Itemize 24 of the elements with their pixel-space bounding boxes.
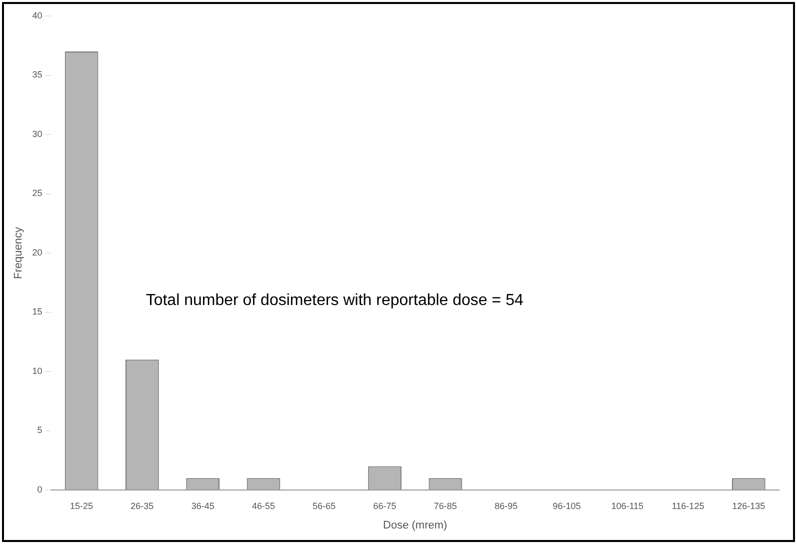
x-tick-label: 76-85 xyxy=(434,500,457,511)
x-tick-label: 36-45 xyxy=(191,500,214,511)
y-tick-label: 20 xyxy=(32,247,42,258)
x-tick-label: 15-25 xyxy=(70,500,94,511)
x-axis-title: Dose (mrem) xyxy=(383,519,448,532)
x-tick-label: 106-115 xyxy=(611,500,644,511)
y-tick-label: 25 xyxy=(32,188,42,198)
y-tick-label: 10 xyxy=(32,366,42,376)
y-tick-label: 40 xyxy=(32,10,42,20)
x-tick-label: 96-105 xyxy=(552,500,581,511)
y-axis-title: Frequency xyxy=(12,226,25,279)
annotation: Total number of dosimeters with reportable dose = 54 xyxy=(146,292,524,309)
y-tick-label: 0 xyxy=(37,484,42,494)
x-tick-label: 46-55 xyxy=(252,500,275,511)
x-tick-label: 66-75 xyxy=(373,500,396,511)
x-tick-label: 86-95 xyxy=(494,500,518,511)
y-tick-label: 15 xyxy=(32,306,42,317)
x-tick-label: 126-135 xyxy=(732,500,766,511)
x-tick-label: 56-65 xyxy=(312,500,336,511)
y-tick-label: 5 xyxy=(37,425,42,436)
y-tick-label: 30 xyxy=(32,128,42,139)
x-tick-label: 116-125 xyxy=(672,500,704,511)
x-tick-label: 26-35 xyxy=(130,500,154,511)
y-tick-label: 35 xyxy=(32,70,42,80)
